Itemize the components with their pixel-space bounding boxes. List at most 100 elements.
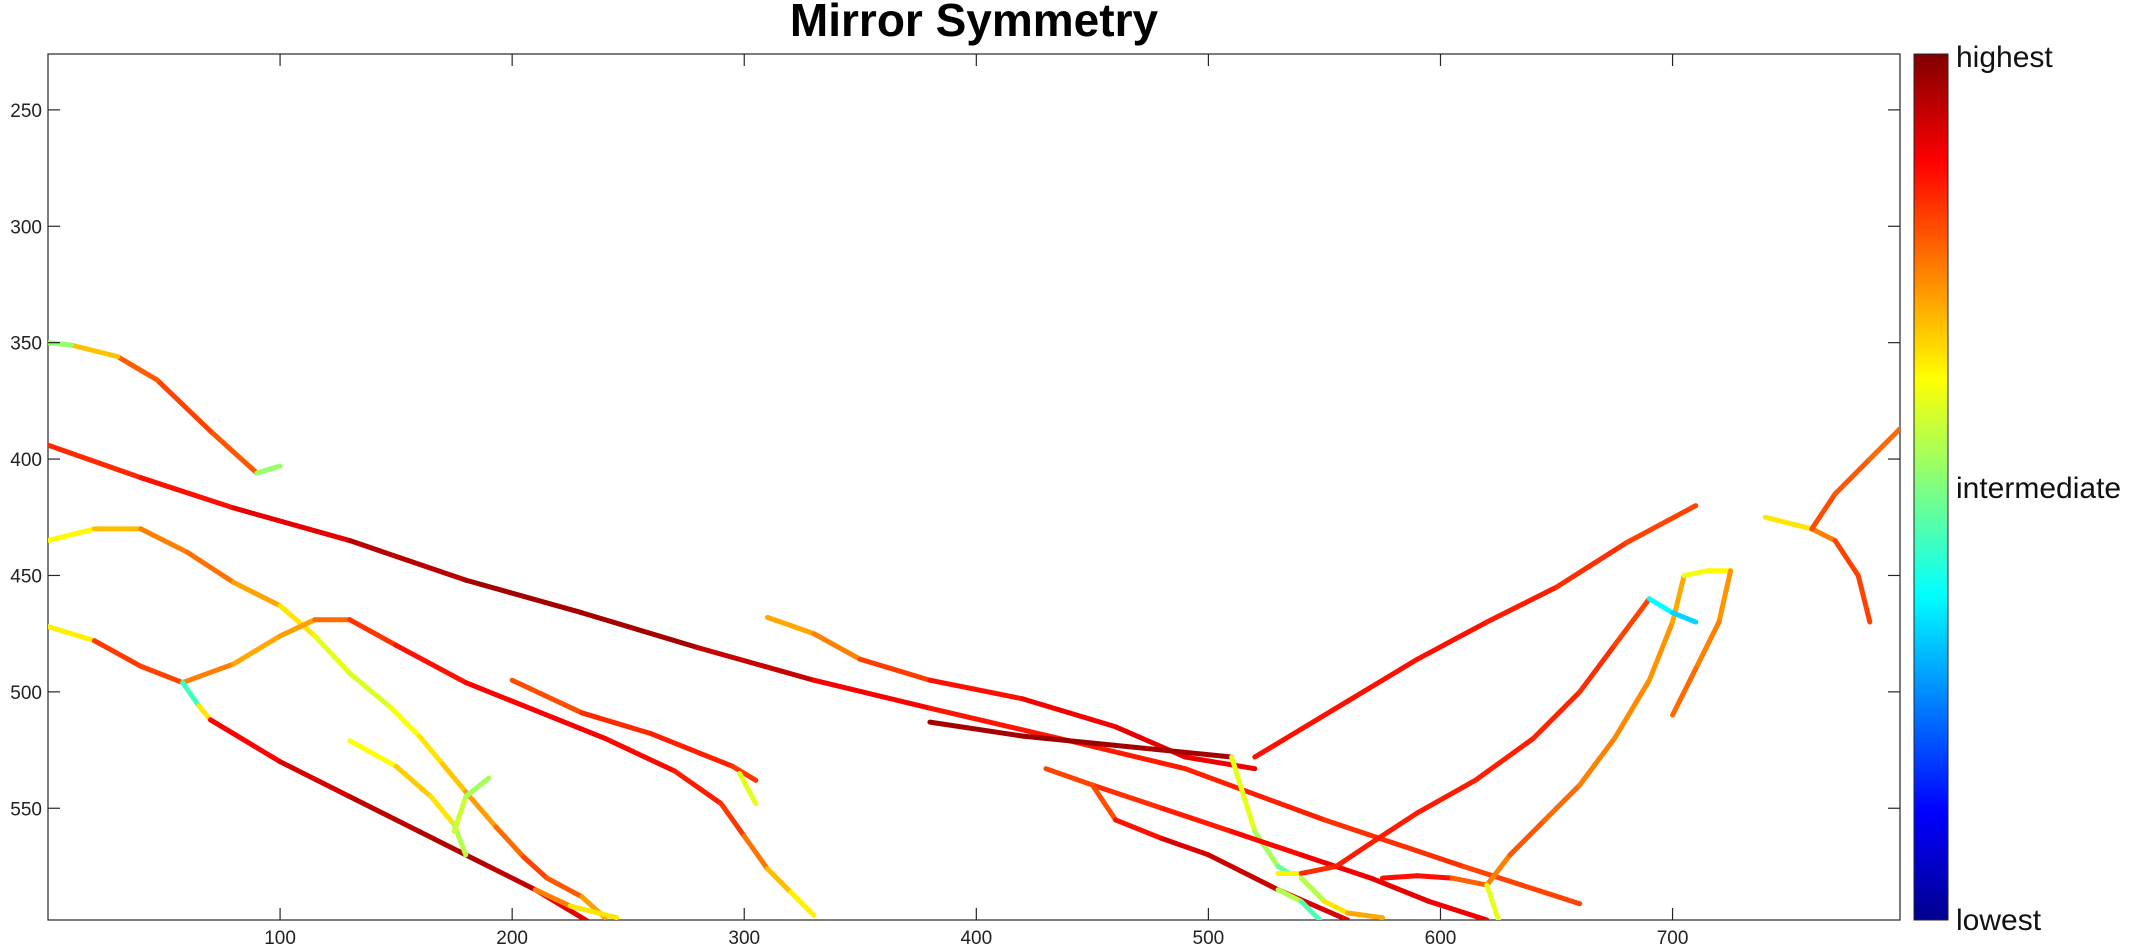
ridge-segment bbox=[1089, 782, 1165, 811]
ridge-segment bbox=[68, 342, 121, 360]
ridge-segment bbox=[811, 677, 933, 711]
ridge-segment bbox=[463, 680, 538, 713]
ridge-segment bbox=[1530, 689, 1583, 741]
ridge-segment bbox=[91, 638, 144, 669]
x-tick-label: 300 bbox=[728, 928, 760, 949]
ridge-line-21 bbox=[1484, 572, 1687, 888]
ridge-segment bbox=[1414, 873, 1455, 881]
ridge-segment bbox=[1066, 738, 1188, 772]
ridge-segment bbox=[1182, 766, 1327, 823]
ridge-segment bbox=[2016, 575, 2021, 691]
ridge-segment bbox=[1623, 503, 1699, 546]
ridge-segment bbox=[927, 719, 1026, 739]
ridge-segment bbox=[737, 770, 759, 807]
ridge-segment bbox=[1275, 887, 1304, 904]
ridge-segment bbox=[277, 617, 318, 639]
y-tick-label: 400 bbox=[10, 450, 42, 471]
ridge-segment bbox=[2067, 331, 2102, 343]
ridge-segment bbox=[312, 633, 353, 676]
ridge-line-29 bbox=[1986, 366, 2044, 920]
x-tick-label: 400 bbox=[960, 928, 992, 949]
ridge-line-20 bbox=[1379, 873, 1490, 888]
ridge-segment bbox=[1997, 692, 2016, 808]
ridge-line-27 bbox=[1809, 425, 1900, 532]
ridge-segment bbox=[207, 428, 260, 476]
ridge-segment bbox=[1577, 642, 1618, 695]
ridge-segment bbox=[1577, 735, 1618, 788]
ridge-segment bbox=[1855, 572, 1873, 625]
ridge-segment bbox=[48, 526, 97, 544]
ridge-line-30 bbox=[2044, 331, 2140, 366]
ridge-segment bbox=[1345, 656, 1420, 704]
ridge-segment bbox=[48, 624, 97, 644]
ridge-segment bbox=[347, 794, 422, 835]
ridge-segment bbox=[2021, 361, 2044, 366]
ridge-segment bbox=[1693, 619, 1722, 672]
colorbar-label-intermediate: intermediate bbox=[1956, 472, 2121, 505]
ridge-segment bbox=[718, 801, 747, 839]
ridge-segment bbox=[463, 577, 585, 616]
ridge-segment bbox=[1298, 875, 1327, 904]
ridge-segment bbox=[277, 759, 353, 800]
ridge-segment bbox=[1670, 610, 1699, 625]
ridge-segment bbox=[416, 733, 446, 767]
ridge-line-24 bbox=[1646, 596, 1699, 625]
ridge-segment bbox=[927, 705, 1072, 744]
ridge-segment bbox=[1484, 882, 1502, 920]
x-tick-label: 200 bbox=[496, 928, 528, 949]
y-tick-label: 350 bbox=[10, 334, 42, 355]
ridge-segment bbox=[648, 731, 736, 769]
ridge-segment bbox=[347, 738, 399, 769]
y-tick-label: 450 bbox=[10, 566, 42, 587]
ridge-segment bbox=[115, 354, 160, 383]
ridge-segment bbox=[231, 633, 283, 667]
ridge-segment bbox=[544, 875, 585, 900]
ridge-segment bbox=[416, 829, 492, 869]
ridge-segment bbox=[463, 775, 492, 800]
ridge-line-2 bbox=[48, 442, 1583, 907]
ridge-segment bbox=[567, 903, 620, 920]
ridge-segment bbox=[521, 854, 550, 881]
colorbar-label-lowest: lowest bbox=[1956, 904, 2042, 937]
ridge-segment bbox=[1809, 526, 1838, 544]
ridge-segment bbox=[1252, 829, 1281, 869]
plot-area bbox=[47, 53, 1901, 921]
ridge-segment bbox=[857, 656, 933, 683]
ridge-segment bbox=[2044, 343, 2067, 366]
ridge-segment bbox=[1113, 817, 1165, 842]
ridge-segment bbox=[1113, 742, 1235, 760]
ridge-segment bbox=[440, 761, 469, 795]
ridge-segment bbox=[1229, 754, 1258, 835]
ridge-segment bbox=[428, 794, 457, 828]
ridge-segment bbox=[1832, 456, 1873, 497]
ridge-segment bbox=[486, 863, 538, 893]
ridge-segment bbox=[1612, 677, 1652, 741]
x-tick-label: 100 bbox=[264, 928, 296, 949]
ridge-line-0 bbox=[48, 340, 260, 476]
ridge-line-11 bbox=[737, 770, 759, 807]
ridge-segment bbox=[730, 763, 759, 783]
ridge-segment bbox=[1229, 829, 1304, 858]
axis-ticks: 100 200 300 400 500 600 700 250 300 350 400 450 500 5… bbox=[10, 54, 1900, 949]
ridge-segment bbox=[1321, 898, 1351, 916]
ridge-segment bbox=[231, 579, 283, 609]
ridge-line-28 bbox=[1951, 359, 2044, 366]
ridge-segment bbox=[1205, 852, 1281, 893]
ridge-line-23 bbox=[1484, 882, 1502, 920]
ridge-segment bbox=[1159, 836, 1211, 858]
ridge-segment bbox=[347, 617, 399, 648]
ridge-line-16 bbox=[1275, 887, 1323, 920]
ridge-segment bbox=[672, 768, 724, 807]
x-tick-label: 500 bbox=[1193, 928, 1225, 949]
ridge-segment bbox=[1159, 805, 1235, 835]
y-tick-label: 500 bbox=[10, 683, 42, 704]
ridge-segment bbox=[1333, 840, 1374, 869]
ridge-line-12 bbox=[927, 719, 1235, 760]
ridge-segment bbox=[1951, 359, 1986, 366]
y-tick-label: 300 bbox=[10, 217, 42, 238]
ridge-segment bbox=[1484, 852, 1513, 888]
ridge-line-18 bbox=[1275, 596, 1652, 876]
ridge-segment bbox=[695, 645, 817, 683]
ridge-line-6 bbox=[532, 887, 620, 920]
